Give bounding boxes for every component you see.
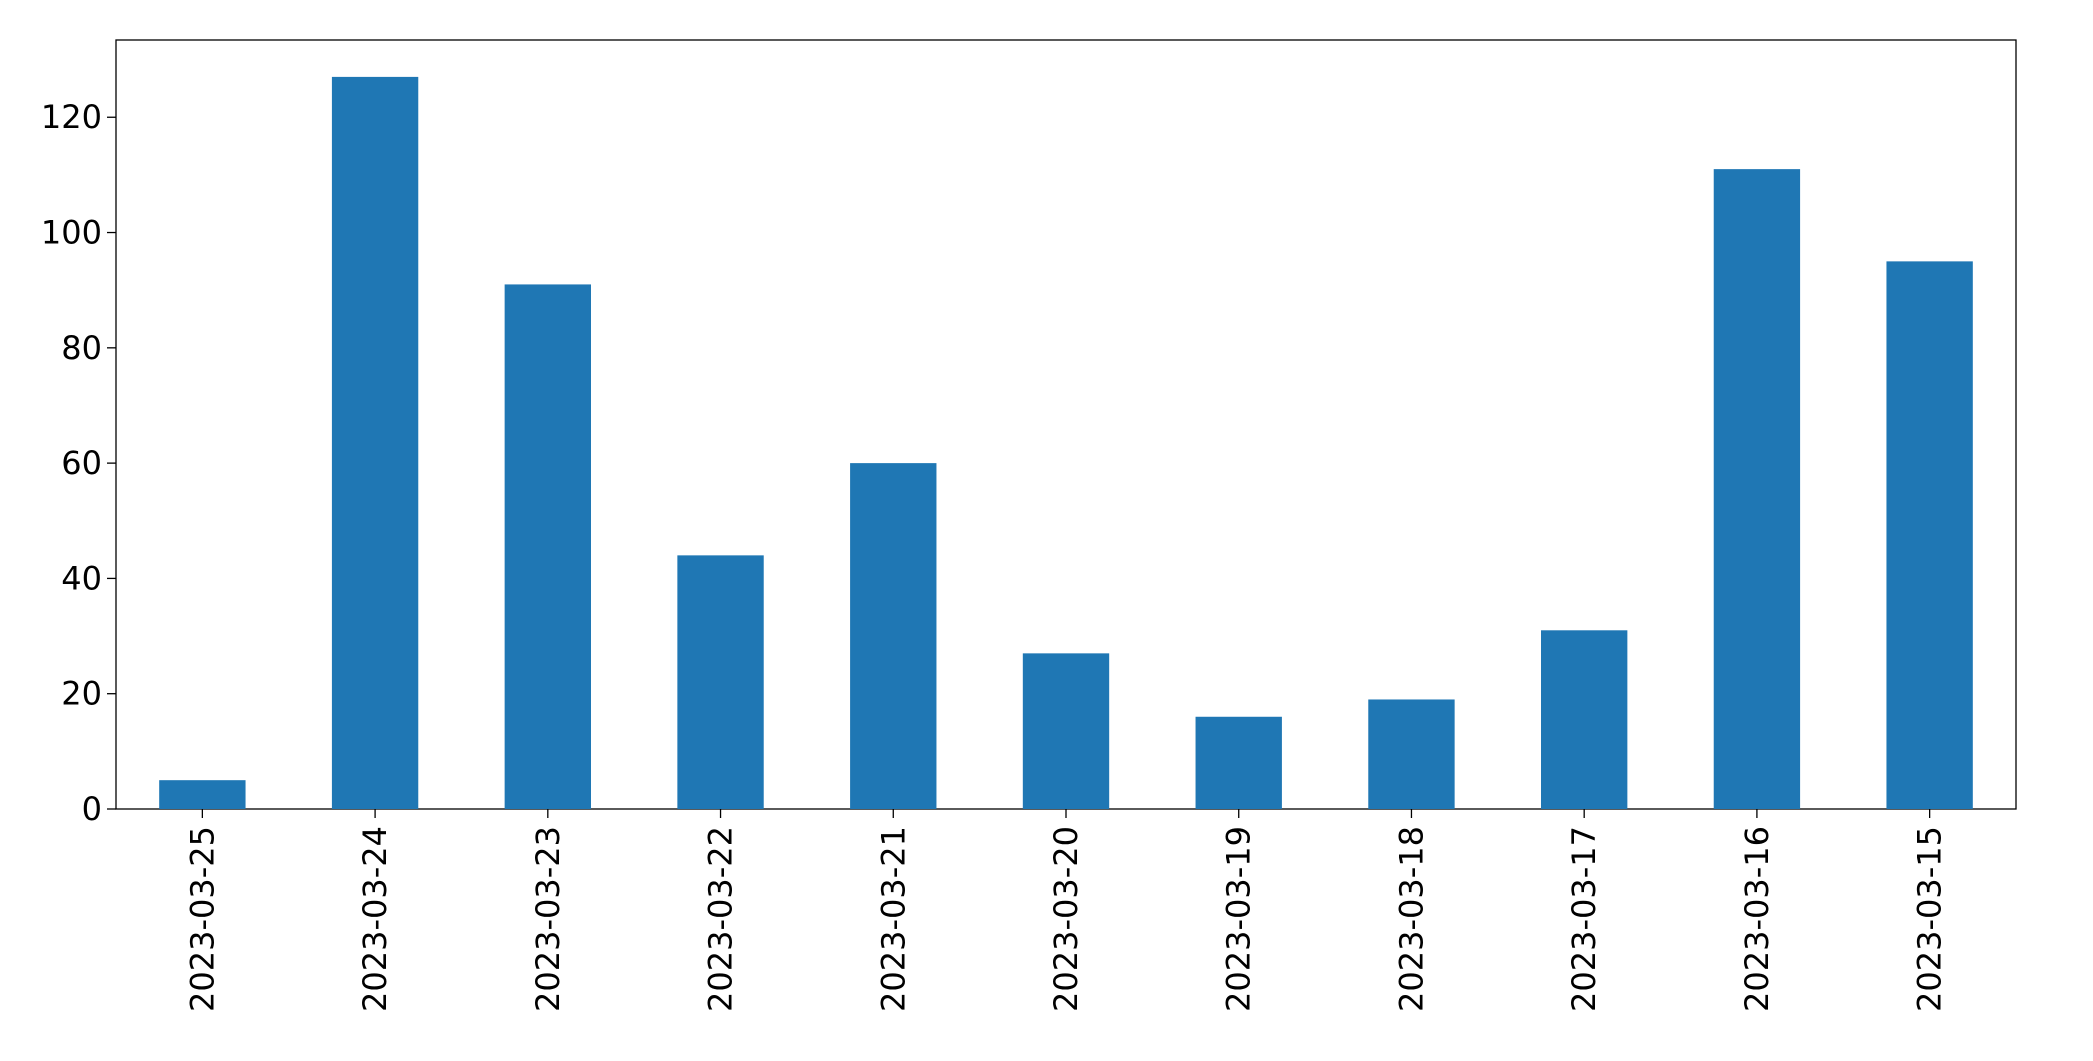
- x-tick-label: 2023-03-18: [1392, 826, 1430, 1012]
- bar: [159, 780, 246, 809]
- y-tick-label: 0: [82, 790, 102, 828]
- y-tick-label: 100: [41, 214, 102, 252]
- x-tick-label: 2023-03-17: [1565, 826, 1603, 1012]
- y-tick-label: 120: [41, 98, 102, 136]
- bar: [1022, 653, 1110, 809]
- y-tick-label: 80: [61, 329, 102, 367]
- x-tick-label: 2023-03-24: [356, 826, 394, 1012]
- x-tick-label: 2023-03-22: [702, 826, 740, 1012]
- x-tick-label: 2023-03-25: [183, 826, 221, 1012]
- x-tick-label: 2023-03-21: [874, 826, 912, 1012]
- bar: [1886, 261, 1973, 809]
- bar: [1713, 169, 1801, 809]
- bar: [1541, 630, 1628, 809]
- y-tick-label: 20: [61, 675, 102, 713]
- x-tick-label: 2023-03-15: [1911, 826, 1949, 1012]
- bar: [504, 284, 591, 809]
- x-tick-label: 2023-03-16: [1738, 826, 1776, 1012]
- x-tick-label: 2023-03-23: [529, 826, 567, 1012]
- bar: [850, 463, 937, 809]
- bar: [677, 555, 764, 809]
- bar: [1195, 716, 1282, 809]
- y-tick-label: 60: [61, 444, 102, 482]
- y-tick-label: 40: [61, 559, 102, 597]
- bar: [1368, 699, 1455, 809]
- x-tick-label: 2023-03-20: [1047, 826, 1085, 1012]
- x-tick-label: 2023-03-19: [1220, 826, 1258, 1012]
- bar: [331, 76, 419, 809]
